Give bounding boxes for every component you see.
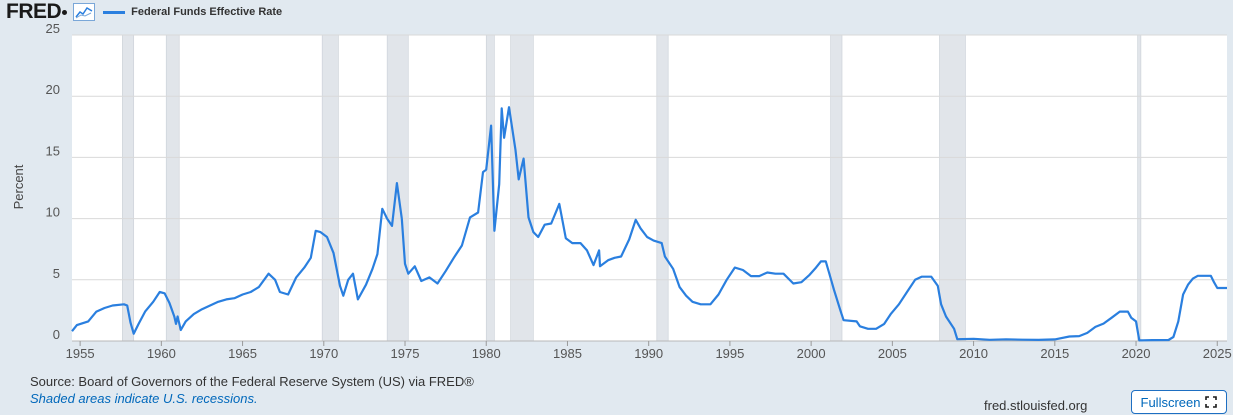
x-tick-label: 1960 [147,346,176,361]
line-graph-icon[interactable] [73,3,96,21]
x-tick-label: 2020 [1122,346,1151,361]
legend-label: Federal Funds Effective Rate [131,6,283,18]
x-tick-label: 2015 [1040,346,1069,361]
recession-note: Shaded areas indicate U.S. recessions. [30,391,258,406]
fred-logo[interactable]: FRED [6,0,62,23]
x-tick-label: 1985 [553,346,582,361]
recession-band [122,34,135,342]
x-tick-label: 1970 [309,346,338,361]
recession-band [510,34,534,342]
chart-legend: Federal Funds Effective Rate [103,6,282,18]
y-axis-label: Percent [11,164,26,209]
chart-header: FRED Federal Funds Effective Rate [6,0,282,24]
y-tick-label: 10 [46,205,60,220]
x-tick-label: 1965 [228,346,257,361]
recession-band [321,34,339,342]
source-note: Source: Board of Governors of the Federa… [30,374,474,389]
y-tick-label: 0 [53,327,60,342]
recession-band [1137,34,1142,342]
y-tick-label: 15 [46,143,60,158]
series-line [71,106,1227,342]
site-url[interactable]: fred.stlouisfed.org [984,398,1088,413]
y-tick-label: 5 [53,266,60,281]
x-tick-label: 1995 [715,346,744,361]
x-tick-label: 2025 [1203,346,1232,361]
plot-area-layer [72,35,1227,341]
recession-layer [122,34,1142,342]
x-tick-label: 2010 [959,346,988,361]
y-tick-label: 25 [46,21,60,36]
fullscreen-label: Fullscreen [1140,394,1201,410]
series-layer [71,106,1227,342]
fullscreen-button[interactable]: Fullscreen [1131,390,1227,414]
legend-swatch [103,10,126,14]
x-tick-label: 2005 [878,346,907,361]
recession-band [165,34,180,342]
x-tick-label: 1980 [472,346,501,361]
fullscreen-icon [1205,396,1218,408]
x-tick-label: 1975 [391,346,420,361]
recession-band [939,34,966,342]
x-tick-label: 2000 [797,346,826,361]
y-tick-label: 20 [46,82,60,97]
x-tick-label: 1955 [66,346,95,361]
plot-area [72,35,1227,341]
x-tick-label: 1990 [634,346,663,361]
fred-logo-dot [62,9,68,15]
recession-band [656,34,669,342]
